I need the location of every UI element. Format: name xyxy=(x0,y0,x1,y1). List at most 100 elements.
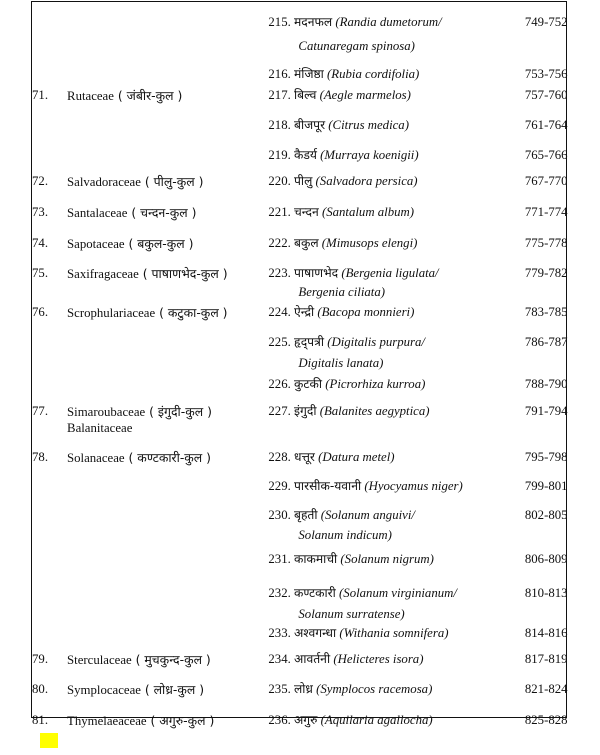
family-name: Scrophulariaceae ( कटुका-कुल ) xyxy=(67,305,227,321)
species-number: 230. xyxy=(268,508,294,522)
species-devanagari: चन्दन xyxy=(294,205,319,219)
species-botanical-name: (Symplocos racemosa) xyxy=(316,682,433,696)
species-devanagari: कण्टकारी xyxy=(294,586,336,600)
family-latin: Saxifragaceae xyxy=(67,267,139,281)
species-column: 215. मदनफल (Randia dumetorum/Catunaregam… xyxy=(259,2,515,727)
species-botanical-name: (Mimusops elengi) xyxy=(321,236,418,250)
species-botanical-name: (Bergenia ligulata/ xyxy=(341,266,439,280)
family-devanagari: ( चन्दन-कुल ) xyxy=(127,205,197,220)
family-name: Saxifragaceae ( पाषाणभेद-कुल ) xyxy=(67,266,228,282)
family-latin: Simaroubaceae xyxy=(67,405,146,419)
species-botanical-name: (Picrorhiza kurroa) xyxy=(325,377,426,391)
species-entry: 227. इंगुदी (Balanites aegyptica) xyxy=(268,404,429,419)
page-range: 771-774 xyxy=(524,205,568,219)
page-range: 814-816 xyxy=(524,626,568,640)
species-number: 228. xyxy=(268,450,294,464)
page-range: 749-752 xyxy=(524,15,568,29)
species-botanical-name: (Aegle marmelos) xyxy=(319,88,411,102)
species-botanical-name: (Solanum anguivi/ xyxy=(320,508,415,522)
family-column: Rutaceae ( जंबीर-कुल ) Salvadoraceae ( पी… xyxy=(53,2,259,728)
page-range: 757-760 xyxy=(524,88,568,102)
species-entry: 236. अगुरु (Aquilaria agallocha) xyxy=(268,713,432,728)
species-devanagari: लोध्र xyxy=(294,682,313,696)
species-number: 215. xyxy=(268,15,294,29)
species-devanagari: अश्वगन्धा xyxy=(294,626,337,640)
species-entry: 218. बीजपूर (Citrus medica) xyxy=(268,118,409,133)
family-devanagari: ( इंगुदी-कुल ) xyxy=(145,404,212,419)
page-range-layer: 749-752 753-756 757-760 761-764 765-766 767-7… xyxy=(516,2,568,727)
serial-number: 73. xyxy=(32,205,49,219)
species-devanagari: बृहती xyxy=(294,508,318,522)
family-name: Solanaceae ( कण्टकारी-कुल ) xyxy=(67,450,211,466)
serial-number: 71. xyxy=(32,88,49,102)
page-range: 767-770 xyxy=(524,174,568,188)
species-number: 235. xyxy=(268,682,294,696)
species-botanical-name: (Citrus medica) xyxy=(328,118,409,132)
serial-number: 72. xyxy=(32,174,49,188)
species-continuation-line: Solanum surratense) xyxy=(298,607,404,622)
species-entry: 216. मंजिष्ठा (Rubia cordifolia) xyxy=(268,67,419,82)
species-botanical-name: (Aquilaria agallocha) xyxy=(320,713,433,727)
family-name: Salvadoraceae ( पीलु-कुल ) xyxy=(67,174,203,190)
species-number: 223. xyxy=(268,266,294,280)
species-entry: 215. मदनफल (Randia dumetorum/ xyxy=(268,15,441,30)
table-body: 71. 72. 73. 74. 75. 76. 77. 78. 79. 80. 81. Rutace… xyxy=(32,2,568,728)
page-range: 795-798 xyxy=(524,450,568,464)
species-botanical-name: (Salvadora persica) xyxy=(315,174,418,188)
species-number: 232. xyxy=(268,586,294,600)
family-latin: Balanitaceae xyxy=(67,421,133,435)
species-entry: 235. लोध्र (Symplocos racemosa) xyxy=(268,682,432,697)
species-botanical-name: (Digitalis purpura/ xyxy=(327,335,425,349)
family-latin: Santalaceae xyxy=(67,206,128,220)
serial-number-layer: 71. 72. 73. 74. 75. 76. 77. 78. 79. 80. 81. xyxy=(32,2,53,727)
species-devanagari: पीलु xyxy=(294,174,313,188)
page-range: 765-766 xyxy=(524,148,568,162)
family-devanagari: ( मुचकुन्द-कुल ) xyxy=(131,652,211,667)
species-botanical-name: (Murraya koenigii) xyxy=(320,148,419,162)
species-botanical-name: (Rubia cordifolia) xyxy=(327,67,420,81)
species-devanagari: आवर्तनी xyxy=(294,652,331,666)
family-devanagari: ( जंबीर-कुल ) xyxy=(113,88,183,103)
species-entry: 226. कुटकी (Picrorhiza kurroa) xyxy=(268,377,425,392)
family-devanagari: ( बकुल-कुल ) xyxy=(124,236,194,251)
species-number: 234. xyxy=(268,652,294,666)
page-range: 753-756 xyxy=(524,67,568,81)
species-botanical-name: Solanum indicum) xyxy=(298,528,392,542)
species-devanagari: कैडर्य xyxy=(294,148,317,162)
species-number: 217. xyxy=(268,88,294,102)
species-continuation-line: Solanum indicum) xyxy=(298,528,391,543)
serial-number: 81. xyxy=(32,713,49,727)
family-name: Balanitaceae xyxy=(67,421,132,436)
family-name: Rutaceae ( जंबीर-कुल ) xyxy=(67,88,182,104)
family-latin: Salvadoraceae xyxy=(67,175,141,189)
species-devanagari: पारसीक-यवानी xyxy=(294,479,362,493)
species-botanical-name: Bergenia ciliata) xyxy=(298,285,385,299)
species-devanagari: पाषाणभेद xyxy=(294,266,339,280)
page-range: 821-824 xyxy=(524,682,568,696)
species-botanical-name: (Solanum virginianum/ xyxy=(339,586,457,600)
species-entry: 217. बिल्व (Aegle marmelos) xyxy=(268,88,411,103)
family-layer: Rutaceae ( जंबीर-कुल ) Salvadoraceae ( पी… xyxy=(53,2,259,728)
species-number: 227. xyxy=(268,404,294,418)
species-entry: 228. धत्तूर (Datura metel) xyxy=(268,450,394,465)
species-botanical-name: (Datura metel) xyxy=(318,450,395,464)
species-number: 216. xyxy=(268,67,294,81)
serial-number: 78. xyxy=(32,450,49,464)
species-botanical-name: Solanum surratense) xyxy=(298,607,405,621)
family-devanagari: ( पाषाणभेद-कुल ) xyxy=(138,266,228,281)
page-range: 825-828 xyxy=(524,713,568,727)
family-latin: Sterculaceae xyxy=(67,653,132,667)
species-botanical-name: (Hyocyamus niger) xyxy=(364,479,463,493)
species-entry: 222. बकुल (Mimusops elengi) xyxy=(268,236,417,251)
family-name: Thymelaeaceae ( अगुरु-कुल ) xyxy=(67,713,214,729)
species-continuation-line: Catunaregam spinosa) xyxy=(298,39,414,54)
page-range: 779-782 xyxy=(524,266,568,280)
family-latin: Symplocaceae xyxy=(67,683,141,697)
species-entry: 224. ऐन्द्री (Bacopa monnieri) xyxy=(268,305,414,320)
family-name: Sapotaceae ( बकुल-कुल ) xyxy=(67,236,193,252)
species-number: 222. xyxy=(268,236,294,250)
family-devanagari: ( लोध्र-कुल ) xyxy=(140,682,205,697)
family-devanagari: ( अगुरु-कुल ) xyxy=(146,713,215,728)
species-continuation-line: Digitalis lanata) xyxy=(298,356,383,371)
